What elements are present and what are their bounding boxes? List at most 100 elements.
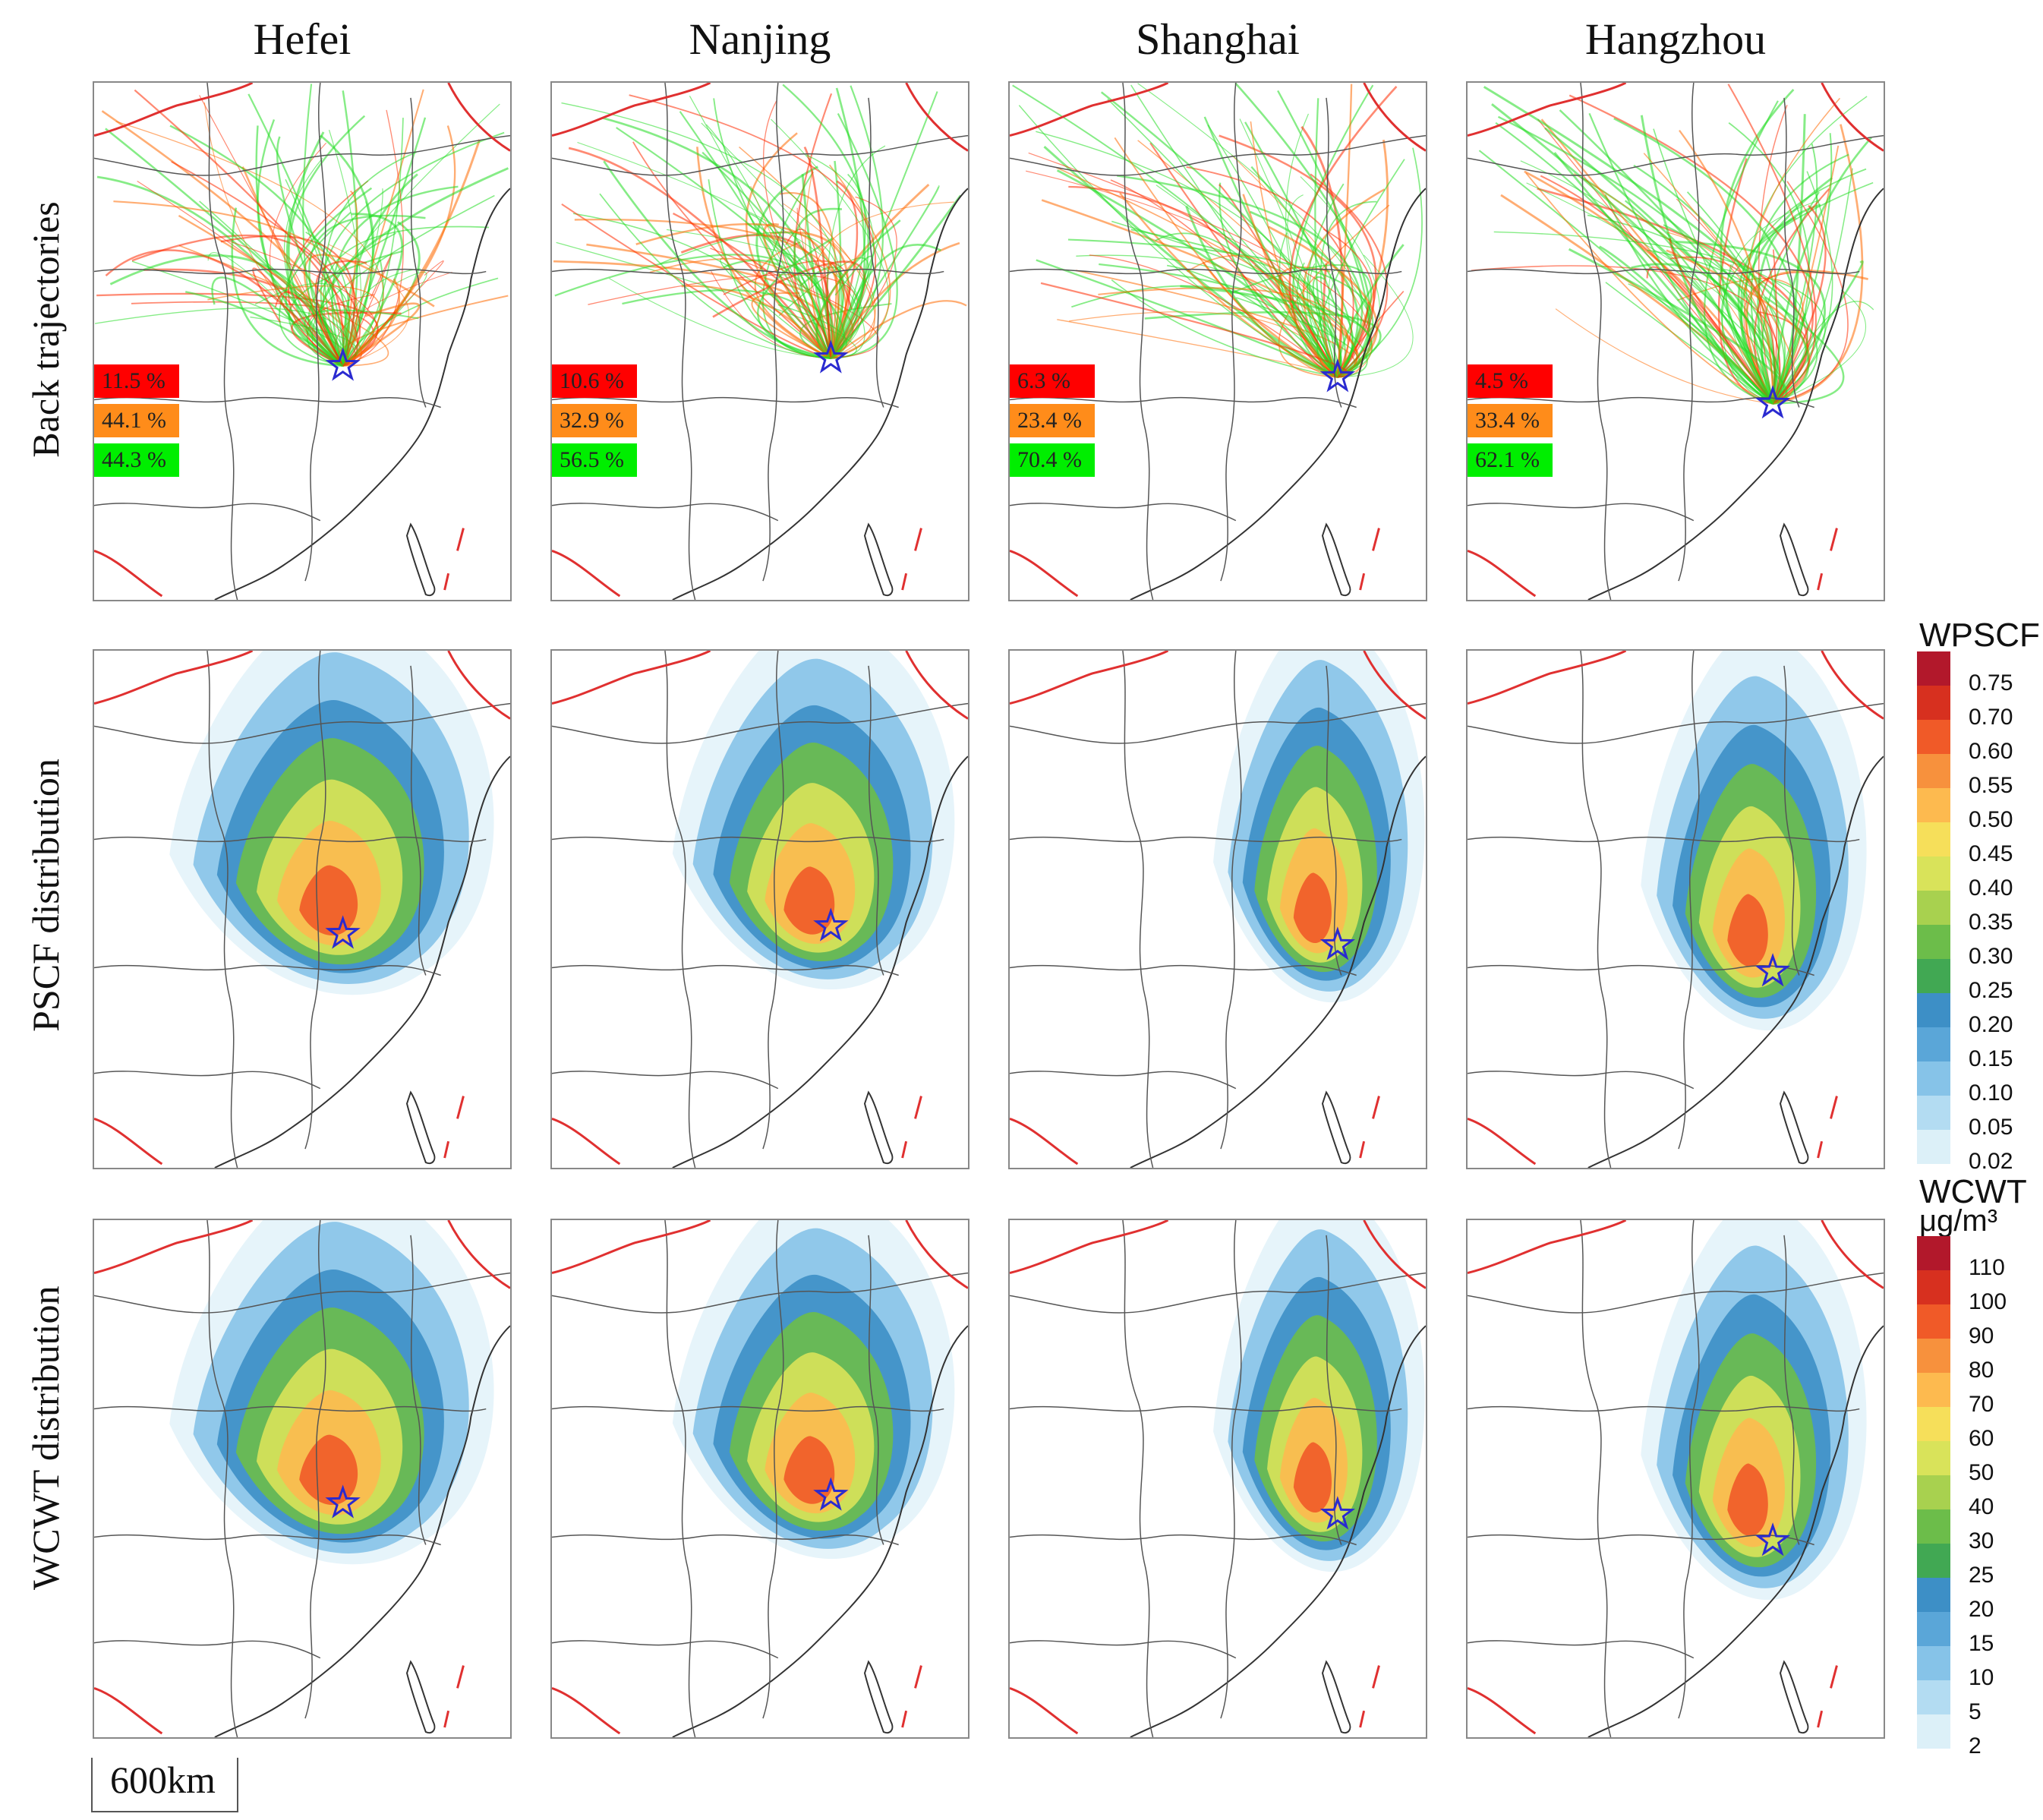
colorbar-tick-label: 40 xyxy=(1969,1494,1994,1519)
colorbar-swatch xyxy=(1917,1612,1950,1646)
site-star-icon xyxy=(1755,1522,1791,1557)
map-panel-back-trajectories-hangzhou xyxy=(1466,81,1885,601)
city-title-hangzhou: Hangzhou xyxy=(1584,14,1767,64)
colorbar-swatch xyxy=(1917,1096,1950,1130)
site-star-icon xyxy=(325,1484,361,1519)
map-panel-pscf-nanjing xyxy=(550,649,969,1169)
map-panel-wcwt-shanghai xyxy=(1008,1219,1427,1739)
colorbar-swatch xyxy=(1917,651,1950,686)
colorbar-tick-label: 0.35 xyxy=(1969,910,2013,935)
city-title-shanghai: Shanghai xyxy=(1136,14,1300,64)
site-star-icon xyxy=(1319,358,1355,393)
colorbar-swatch xyxy=(1917,1304,1950,1339)
colorbar-swatch xyxy=(1917,788,1950,822)
colorbar-swatch xyxy=(1917,1578,1950,1612)
site-star-icon xyxy=(813,907,849,942)
colorbar-swatch xyxy=(1917,1407,1950,1441)
colorbar-swatch xyxy=(1917,1373,1950,1407)
pct-green-hangzhou: 62.1 % xyxy=(1468,443,1553,477)
colorbar-swatch xyxy=(1917,1646,1950,1680)
wcwt-colorbar-title: WCWT xyxy=(1919,1173,2027,1210)
colorbar-swatch xyxy=(1917,1475,1950,1509)
colorbar-tick-label: 30 xyxy=(1969,1528,1994,1553)
site-star-icon xyxy=(325,347,361,381)
map-panel-back-trajectories-nanjing xyxy=(550,81,969,601)
site-star-icon xyxy=(325,915,361,949)
colorbar-tick-label: 0.75 xyxy=(1969,670,2013,696)
colorbar-tick-label: 0.45 xyxy=(1969,841,2013,866)
colorbar-tick-label: 0.70 xyxy=(1969,705,2013,730)
colorbar-tick-label: 50 xyxy=(1969,1460,1994,1485)
colorbar-swatch xyxy=(1917,959,1950,993)
city-title-hefei: Hefei xyxy=(253,14,352,64)
colorbar-tick-label: 0.25 xyxy=(1969,978,2013,1003)
city-title-nanjing: Nanjing xyxy=(689,14,831,64)
map-panel-back-trajectories-hefei xyxy=(93,81,512,601)
colorbar-tick-label: 0.30 xyxy=(1969,944,2013,969)
row-label-wcwt: WCWT distribution xyxy=(24,1285,67,1590)
colorbar-tick-label: 2 xyxy=(1969,1733,1982,1758)
colorbar-swatch xyxy=(1917,1130,1950,1164)
colorbar-swatch xyxy=(1917,1509,1950,1544)
colorbar-tick-label: 0.15 xyxy=(1969,1046,2013,1071)
site-star-icon xyxy=(1755,385,1791,419)
colorbar-swatch xyxy=(1917,822,1950,856)
colorbar-swatch xyxy=(1917,1061,1950,1096)
site-star-icon xyxy=(1319,1496,1355,1530)
colorbar-tick-label: 70 xyxy=(1969,1392,1994,1417)
map-panel-pscf-hefei xyxy=(93,649,512,1169)
row-label-pscf: PSCF distribution xyxy=(24,759,67,1032)
colorbar-swatch xyxy=(1917,720,1950,754)
map-panel-pscf-hangzhou xyxy=(1466,649,1885,1169)
colorbar-tick-label: 0.05 xyxy=(1969,1115,2013,1140)
map-panel-back-trajectories-shanghai xyxy=(1008,81,1427,601)
pct-orange-hangzhou: 33.4 % xyxy=(1468,404,1553,437)
colorbar-tick-label: 20 xyxy=(1969,1597,1994,1622)
colorbar-tick-label: 110 xyxy=(1969,1255,2005,1280)
colorbar-swatch xyxy=(1917,686,1950,720)
pct-red-hangzhou: 4.5 % xyxy=(1468,364,1553,398)
scale-bar xyxy=(91,1758,238,1812)
colorbar-tick-label: 0.55 xyxy=(1969,773,2013,798)
colorbar-tick-label: 0.10 xyxy=(1969,1080,2013,1106)
map-panel-wcwt-hangzhou xyxy=(1466,1219,1885,1739)
colorbar-tick-label: 0.40 xyxy=(1969,875,2013,901)
colorbar-tick-label: 0.02 xyxy=(1969,1149,2013,1174)
pct-green-nanjing: 56.5 % xyxy=(552,443,637,477)
colorbar-swatch xyxy=(1917,754,1950,788)
map-panel-pscf-shanghai xyxy=(1008,649,1427,1169)
pct-orange-shanghai: 23.4 % xyxy=(1010,404,1095,437)
colorbar-tick-label: 25 xyxy=(1969,1563,1994,1588)
wcwt-colorbar-unit: μg/m³ xyxy=(1919,1204,1998,1238)
map-panel-wcwt-nanjing xyxy=(550,1219,969,1739)
pct-orange-hefei: 44.1 % xyxy=(94,404,179,437)
colorbar-tick-label: 10 xyxy=(1969,1665,1994,1690)
pct-red-shanghai: 6.3 % xyxy=(1010,364,1095,398)
site-star-icon xyxy=(813,339,849,374)
colorbar-swatch xyxy=(1917,1714,1950,1749)
colorbar-tick-label: 0.50 xyxy=(1969,807,2013,832)
site-star-icon xyxy=(1319,926,1355,960)
colorbar-swatch xyxy=(1917,1270,1950,1304)
colorbar-tick-label: 90 xyxy=(1969,1323,1994,1348)
wpscf-colorbar xyxy=(1917,651,1950,1164)
pct-orange-nanjing: 32.9 % xyxy=(552,404,637,437)
colorbar-swatch xyxy=(1917,993,1950,1027)
colorbar-tick-label: 60 xyxy=(1969,1426,1994,1451)
row-label-back-trajectories: Back trajectories xyxy=(24,201,67,458)
colorbar-tick-label: 0.20 xyxy=(1969,1012,2013,1037)
colorbar-swatch xyxy=(1917,1544,1950,1578)
pct-red-hefei: 11.5 % xyxy=(94,364,179,398)
pct-red-nanjing: 10.6 % xyxy=(552,364,637,398)
colorbar-swatch xyxy=(1917,1680,1950,1714)
colorbar-swatch xyxy=(1917,1236,1950,1270)
colorbar-tick-label: 100 xyxy=(1969,1289,2007,1314)
colorbar-swatch xyxy=(1917,1441,1950,1475)
colorbar-tick-label: 5 xyxy=(1969,1699,1982,1724)
colorbar-tick-label: 80 xyxy=(1969,1358,1994,1383)
colorbar-swatch xyxy=(1917,891,1950,925)
colorbar-swatch xyxy=(1917,1027,1950,1061)
scale-bar-label: 600km xyxy=(110,1758,216,1801)
pct-green-hefei: 44.3 % xyxy=(94,443,179,477)
site-star-icon xyxy=(1755,953,1791,987)
